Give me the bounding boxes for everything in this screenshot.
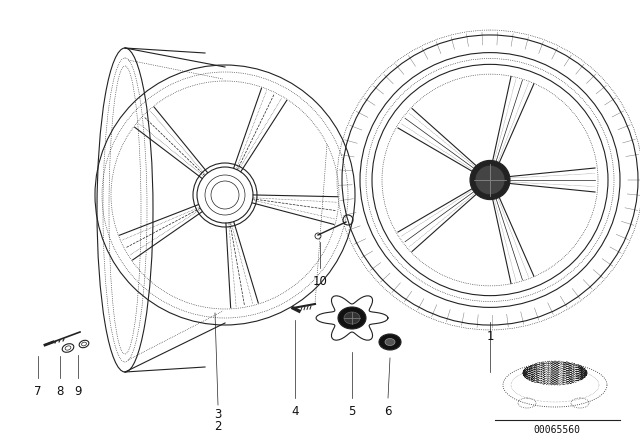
Ellipse shape — [470, 160, 510, 200]
Text: 6: 6 — [384, 405, 392, 418]
Text: 2: 2 — [214, 420, 221, 433]
Ellipse shape — [379, 334, 401, 350]
Text: 00065560: 00065560 — [534, 425, 580, 435]
Text: 5: 5 — [348, 405, 356, 418]
Text: 10: 10 — [312, 275, 328, 288]
Text: 7: 7 — [35, 385, 42, 398]
Text: 3: 3 — [214, 408, 221, 421]
Text: 4: 4 — [291, 405, 299, 418]
Text: 1: 1 — [486, 330, 493, 343]
Ellipse shape — [385, 339, 395, 345]
Text: 8: 8 — [56, 385, 64, 398]
Text: 9: 9 — [74, 385, 82, 398]
Ellipse shape — [344, 312, 360, 324]
Ellipse shape — [475, 165, 505, 195]
Ellipse shape — [338, 307, 366, 329]
